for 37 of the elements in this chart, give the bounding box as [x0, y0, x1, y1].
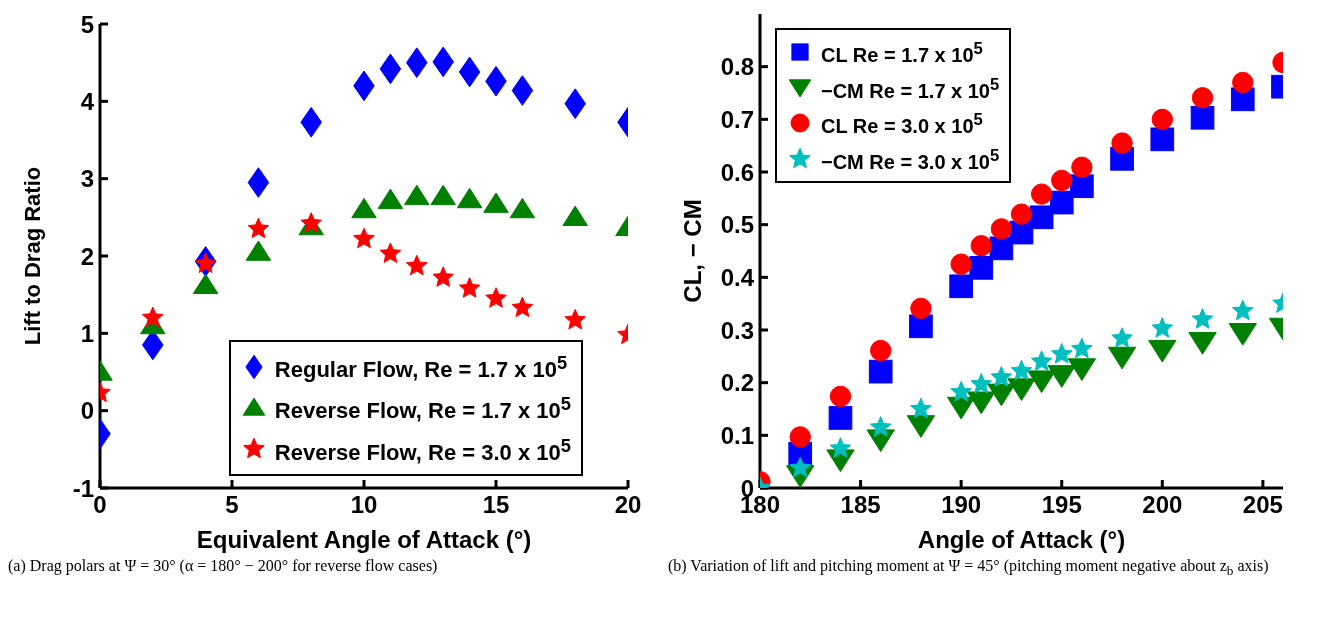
legend-label: Reverse Flow, Re = 1.7 x 10$^{5}$ — [274, 392, 571, 426]
text: (b) Variation of lift and pitching moment at Ψ = 45° (pitching moment negative about z$_{b}$ axis) — [668, 557, 1270, 580]
text: (a) Drag polars at Ψ = 30° (α = 180° − 200° for reverse flow cases) — [8, 557, 439, 575]
x-tick-label: 205 — [1242, 491, 1283, 519]
x-tick-label: 195 — [1041, 491, 1082, 519]
y-tick-label: -1 — [72, 474, 94, 502]
legend-label: Regular Flow, Re = 1.7 x 10$^{5}$ — [274, 351, 568, 385]
x-tick-label: 200 — [1142, 491, 1183, 519]
y-tick-label: 1 — [80, 319, 94, 347]
x-tick-label: 190 — [941, 491, 982, 519]
y-tick-label: 0.3 — [720, 316, 754, 344]
y-tick-label: 0.8 — [720, 53, 754, 81]
x-tick-label: 20 — [614, 491, 642, 519]
y-axis-title: CL, − CM — [678, 199, 706, 303]
legend-label: CL Re = 1.7 x 10$^{5}$ — [821, 38, 983, 68]
y-tick-label: 0 — [80, 397, 94, 425]
x-tick-label: 15 — [482, 491, 510, 519]
y-tick-label: 0.2 — [720, 369, 754, 397]
y-tick-label: 2 — [80, 242, 94, 270]
y-tick-label: 4 — [80, 87, 95, 115]
y-tick-label: 0.4 — [720, 263, 755, 291]
x-tick-label: 185 — [840, 491, 881, 519]
y-axis-title: Lift to Drag Ratio — [19, 166, 45, 346]
y-tick-label: 3 — [80, 165, 94, 193]
x-tick-label: 5 — [225, 491, 239, 519]
legend-label: −CM Re = 3.0 x 10$^{5}$ — [821, 144, 1000, 175]
y-tick-label: 0.7 — [720, 105, 754, 133]
legend-label: Reverse Flow, Re = 3.0 x 10$^{5}$ — [274, 433, 571, 467]
y-tick-label: 0.1 — [720, 421, 754, 449]
x-tick-label: 10 — [350, 491, 378, 519]
y-tick-label: 0.6 — [720, 158, 754, 186]
legend-label: CL Re = 3.0 x 10$^{5}$ — [821, 109, 983, 139]
x-axis-title: Angle of Attack (°) — [917, 526, 1126, 553]
x-axis-title: Equivalent Angle of Attack (°) — [196, 526, 532, 553]
legend-label: −CM Re = 1.7 x 10$^{5}$ — [821, 73, 1000, 104]
y-tick-label: 0.5 — [720, 211, 754, 239]
y-tick-label: 5 — [80, 10, 94, 38]
